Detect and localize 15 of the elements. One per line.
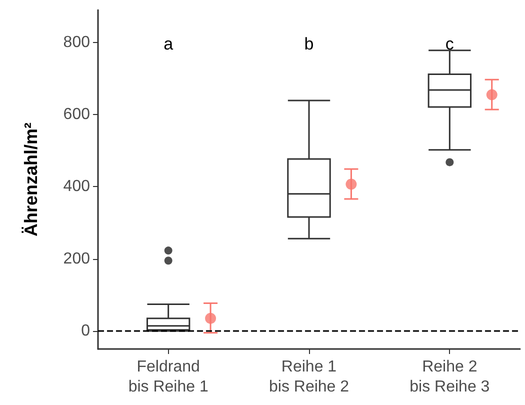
point	[205, 312, 216, 324]
annotation: a	[164, 34, 174, 54]
x-tick-label: Reihe 2 bis Reihe 3	[410, 358, 490, 396]
y-tick-label: 0	[81, 322, 90, 340]
y-tick-label: 600	[63, 106, 90, 124]
annotation: c	[445, 34, 454, 54]
x-tick-label: Reihe 1 bis Reihe 2	[268, 358, 350, 396]
point	[346, 178, 357, 190]
x-tick-label: Feldrand bis Reihe 1	[128, 358, 208, 396]
y-axis-title: Ährenzahl/m²	[21, 122, 41, 237]
y-tick-label: 800	[63, 34, 90, 51]
point	[486, 89, 498, 100]
annotation: b	[304, 34, 314, 54]
y-tick-label: 200	[63, 250, 90, 268]
y-tick-label: 400	[63, 178, 90, 196]
